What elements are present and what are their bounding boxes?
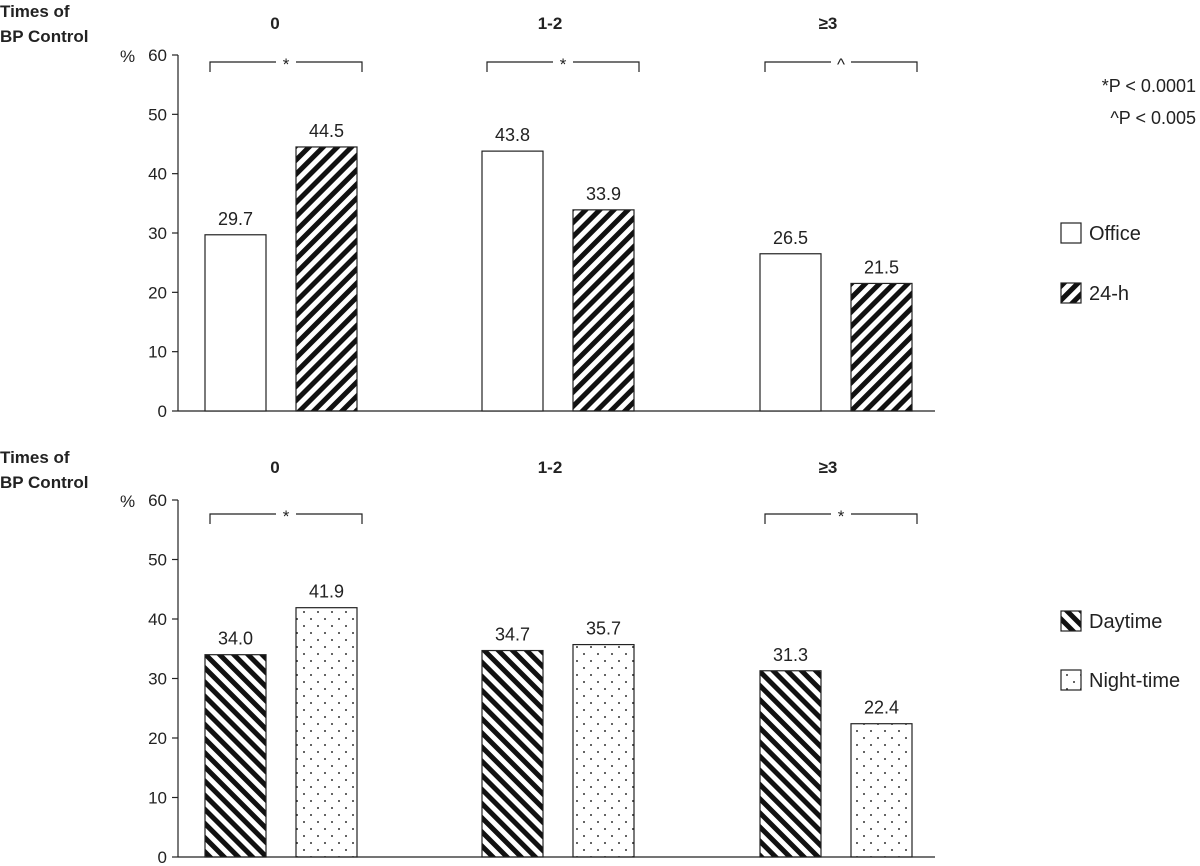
bar-value-label: 41.9 bbox=[309, 582, 344, 602]
panel-1: Times of BP Control 0 1-2 ≥3 % 0 10 20 30 40… bbox=[0, 2, 1196, 421]
bar-daytime-1 bbox=[481, 649, 544, 858]
y-tick-label: 50 bbox=[148, 551, 167, 570]
legend-label-24h: 24-h bbox=[1089, 283, 1129, 305]
significance-marker: * bbox=[838, 507, 845, 526]
y-tick-label: 0 bbox=[158, 848, 167, 866]
y-ticks: 0 10 20 30 40 50 60 bbox=[148, 46, 178, 421]
significance-marker: ^ bbox=[837, 55, 845, 74]
y-tick-label: 60 bbox=[148, 46, 167, 65]
bar-value-label: 22.4 bbox=[864, 698, 899, 718]
significance-marker: * bbox=[283, 507, 290, 526]
panel-2: Times of BP Control 0 1-2 ≥3 % 0 10 20 30 40… bbox=[0, 448, 1180, 866]
y-unit-label: % bbox=[120, 492, 135, 511]
y-tick-label: 60 bbox=[148, 491, 167, 510]
legend-item-daytime: Daytime bbox=[1060, 610, 1162, 633]
bar-value-label: 44.5 bbox=[309, 121, 344, 141]
category-label-0: 0 bbox=[270, 14, 279, 33]
legend-swatch-daytime bbox=[1060, 610, 1082, 632]
row-label-line-1: Times of bbox=[0, 448, 70, 467]
significance-bracket bbox=[209, 513, 363, 524]
significance-bracket bbox=[764, 513, 918, 524]
y-unit-label: % bbox=[120, 47, 135, 66]
y-tick-label: 0 bbox=[158, 402, 167, 421]
footnote-p-0001: *P < 0.0001 bbox=[1102, 76, 1196, 96]
y-tick-label: 20 bbox=[148, 729, 167, 748]
significance-bracket bbox=[486, 61, 640, 72]
bar-value-label: 43.8 bbox=[495, 125, 530, 145]
legend-swatch-24h bbox=[1060, 282, 1082, 304]
y-tick-label: 30 bbox=[148, 224, 167, 243]
y-tick-label: 40 bbox=[148, 610, 167, 629]
bar-night-time-2 bbox=[850, 723, 913, 858]
bar-value-label: 31.3 bbox=[773, 645, 808, 665]
y-ticks: 0 10 20 30 40 50 60 bbox=[148, 491, 178, 866]
legend-label-night-time: Night-time bbox=[1089, 670, 1180, 692]
y-tick-label: 20 bbox=[148, 283, 167, 302]
bar-value-label: 33.9 bbox=[586, 184, 621, 204]
significance-brackets: * * ^ bbox=[209, 55, 918, 74]
bar-24-h-1 bbox=[572, 209, 635, 412]
bars: 29.7 44.5 43.8 33.9 26.5 21.5 bbox=[204, 121, 913, 412]
legend-swatch-office bbox=[1060, 222, 1082, 244]
bar-value-label: 26.5 bbox=[773, 228, 808, 248]
bar-office-1 bbox=[481, 150, 544, 412]
bar-24-h-2 bbox=[850, 282, 913, 412]
bar-value-label: 34.7 bbox=[495, 625, 530, 645]
bar-value-label: 35.7 bbox=[586, 619, 621, 639]
y-tick-label: 50 bbox=[148, 105, 167, 124]
significance-marker: * bbox=[560, 55, 567, 74]
bar-value-label: 29.7 bbox=[218, 209, 253, 229]
category-label-1-2: 1-2 bbox=[538, 14, 563, 33]
bar-value-label: 21.5 bbox=[864, 257, 899, 277]
y-tick-label: 40 bbox=[148, 165, 167, 184]
category-label-1-2: 1-2 bbox=[538, 458, 563, 477]
bar-night-time-1 bbox=[572, 643, 635, 858]
bars: 34.0 41.9 34.7 35.7 31.3 22.4 bbox=[204, 582, 913, 858]
bar-office-0 bbox=[204, 234, 267, 412]
significance-bracket bbox=[764, 61, 918, 72]
legend-item-night-time: Night-time bbox=[1060, 669, 1180, 692]
legend-label-office: Office bbox=[1089, 223, 1141, 245]
significance-brackets: * * bbox=[209, 507, 918, 526]
row-label-line-2: BP Control bbox=[0, 27, 88, 46]
y-tick-label: 10 bbox=[148, 789, 167, 808]
bar-daytime-2 bbox=[759, 670, 822, 858]
footnote-p-005: ^P < 0.005 bbox=[1110, 108, 1196, 128]
significance-marker: * bbox=[283, 55, 290, 74]
significance-bracket bbox=[209, 61, 363, 72]
bar-24-h-0 bbox=[295, 146, 358, 412]
category-label-0: 0 bbox=[270, 458, 279, 477]
bar-office-2 bbox=[759, 253, 822, 412]
bar-value-label: 34.0 bbox=[218, 629, 253, 649]
category-label-ge3: ≥3 bbox=[819, 458, 838, 477]
category-label-ge3: ≥3 bbox=[819, 14, 838, 33]
y-tick-label: 10 bbox=[148, 343, 167, 362]
y-tick-label: 30 bbox=[148, 670, 167, 689]
bar-night-time-0 bbox=[295, 607, 358, 858]
legend-item-office: Office bbox=[1060, 222, 1141, 245]
legend-item-24h: 24-h bbox=[1060, 282, 1129, 305]
legend-swatch-night-time bbox=[1060, 669, 1082, 691]
bar-daytime-0 bbox=[204, 654, 267, 858]
row-label-line-2: BP Control bbox=[0, 473, 88, 492]
row-label-line-1: Times of bbox=[0, 2, 70, 21]
legend-label-daytime: Daytime bbox=[1089, 611, 1162, 633]
